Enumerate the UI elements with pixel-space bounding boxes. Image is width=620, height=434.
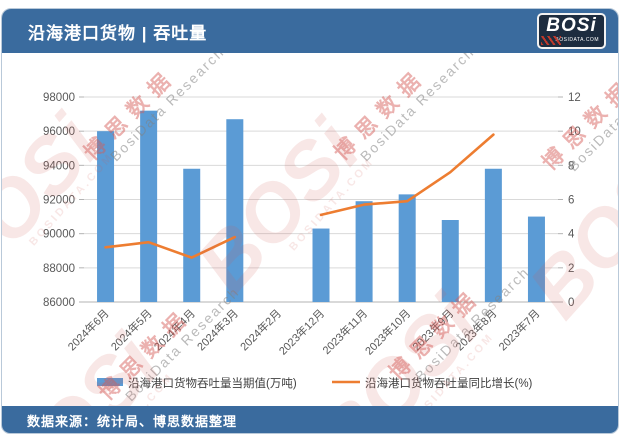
header-bar: 沿海港口货物 | 吞吐量 BOSi BOSIDATA.COM: [2, 9, 618, 53]
y-axis-right-label: 12: [568, 92, 581, 104]
growth-line: [104, 133, 495, 259]
x-axis-label: 2024年6月: [65, 306, 112, 353]
report-card: 沿海港口货物 | 吞吐量 BOSi BOSIDATA.COM 86000 0 880…: [1, 8, 619, 434]
y-axis-right-label: 6: [568, 195, 574, 207]
y-axis-left-label: 88000: [43, 263, 75, 275]
bosi-logo-domain: BOSIDATA.COM: [555, 37, 599, 43]
page-title: 沿海港口货物 | 吞吐量: [28, 23, 208, 43]
y-axis-right-label: 0: [568, 297, 574, 309]
bar: [183, 168, 201, 302]
y-axis-left-label: 98000: [43, 92, 75, 104]
y-axis-right-label: 2: [568, 263, 574, 275]
y-axis-left-label: 86000: [43, 297, 75, 309]
y-axis-right-label: 10: [568, 126, 581, 138]
logo-stripes-decor: [541, 36, 561, 45]
y-axis-left-label: 94000: [43, 160, 75, 172]
chart-area: 86000 0 88000 2 90000 4 92000 6 94000 8 96000 10 980…: [2, 53, 618, 406]
bar: [226, 119, 244, 302]
legend-line-label: 沿海港口货物吞吐量同比增长(%): [365, 376, 533, 390]
bar: [140, 110, 158, 302]
x-axis-label: 2023年7月: [495, 306, 542, 353]
legend-bar-label: 沿海港口货物吞吐量当期值(万吨): [128, 376, 297, 390]
bar: [97, 131, 115, 302]
bar: [527, 216, 545, 302]
x-axis-label: 2023年12月: [276, 306, 327, 357]
bar: [312, 228, 330, 302]
y-axis-right-label: 4: [568, 229, 575, 241]
x-axis-label: 2023年9月: [409, 306, 456, 353]
x-axis-label: 2024年5月: [108, 306, 155, 353]
x-axis-label: 2023年8月: [452, 306, 499, 353]
x-axis-label: 2024年2月: [237, 306, 284, 353]
data-source-label: 数据来源：统计局、博思数据整理: [27, 414, 238, 429]
bar: [398, 194, 416, 302]
x-axis-label: 2023年10月: [362, 306, 413, 357]
footer-bar: 数据来源：统计局、博思数据整理: [2, 406, 618, 433]
x-axis-label: 2024年4月: [151, 306, 198, 353]
bosi-logo-text: BOSi: [546, 15, 597, 36]
y-axis-left-label: 90000: [43, 229, 75, 241]
legend-bar-swatch: [97, 378, 123, 386]
y-axis-left-label: 96000: [43, 126, 75, 138]
throughput-chart: 86000 0 88000 2 90000 4 92000 6 94000 8 96000 10 980…: [43, 92, 581, 390]
bar: [441, 220, 459, 302]
bar: [484, 168, 502, 302]
y-axis-right-label: 8: [568, 160, 574, 172]
bar: [355, 201, 373, 302]
x-axis-label: 2024年3月: [194, 306, 241, 353]
bosi-logo: BOSi BOSIDATA.COM: [537, 13, 606, 49]
y-axis-left-label: 92000: [43, 195, 75, 207]
